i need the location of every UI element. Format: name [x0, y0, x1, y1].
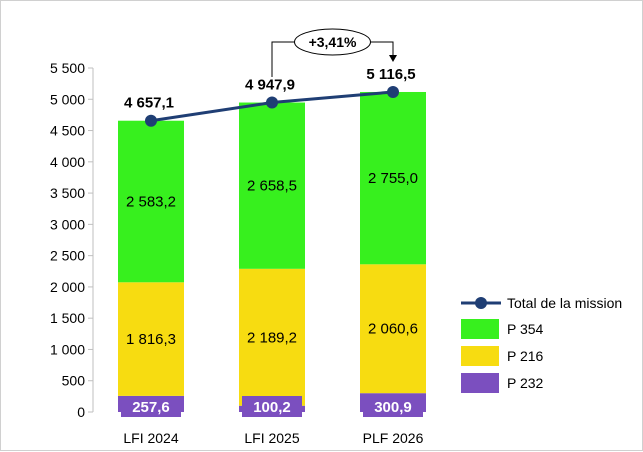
- p232-label-box: [363, 396, 423, 417]
- growth-arrowhead: [389, 55, 397, 62]
- growth-annotation: +3,41%: [309, 34, 357, 50]
- bar-segment-p-216: [118, 282, 184, 396]
- x-category-label: LFI 2025: [244, 430, 299, 446]
- growth-ellipse: [294, 28, 371, 56]
- total-label: 4 947,9: [245, 77, 295, 94]
- total-label: 4 657,1: [124, 95, 174, 112]
- legend-swatch: [461, 319, 499, 339]
- total-label: 5 116,5: [366, 66, 415, 83]
- p232-label-box: [242, 396, 302, 417]
- x-category-label: PLF 2026: [363, 430, 424, 446]
- data-label-p232: 300,9: [374, 399, 412, 416]
- legend-marker-swatch: [475, 297, 487, 309]
- y-tick-label: 1 000: [50, 341, 85, 357]
- data-label: 2 189,2: [247, 329, 297, 346]
- data-label: 2 060,6: [368, 321, 418, 338]
- data-label-p232: 100,2: [253, 399, 291, 416]
- legend-label: P 354: [507, 321, 544, 337]
- total-marker: [266, 96, 278, 109]
- y-tick-label: 2 000: [50, 279, 85, 295]
- legend-label: P 232: [507, 375, 544, 391]
- y-tick-label: 0: [77, 404, 85, 420]
- total-marker: [387, 85, 399, 98]
- bar-segment-p-354: [239, 102, 305, 269]
- legend-label: P 216: [507, 348, 544, 364]
- y-tick-label: 1 500: [50, 310, 85, 326]
- bar-segment-p-354: [360, 91, 426, 265]
- legend-label: Total de la mission: [507, 295, 622, 311]
- bar-segment-p-216: [239, 268, 305, 406]
- y-tick-label: 4 500: [50, 123, 85, 139]
- y-tick-label: 3 000: [50, 216, 85, 232]
- bar-segment-p-216: [360, 264, 426, 394]
- y-tick-label: 5 000: [50, 91, 85, 107]
- legend-swatch: [461, 373, 499, 393]
- data-label: 2 755,0: [368, 170, 418, 187]
- data-label: 1 816,3: [126, 331, 176, 348]
- x-category-label: LFI 2024: [123, 430, 178, 446]
- y-tick-label: 5 500: [50, 60, 85, 76]
- y-tick-label: 500: [62, 373, 86, 389]
- data-label: 2 583,2: [126, 194, 176, 211]
- data-label-p232: 257,6: [132, 399, 170, 416]
- y-tick-label: 2 500: [50, 248, 85, 264]
- total-marker: [145, 114, 157, 127]
- y-tick-label: 3 500: [50, 185, 85, 201]
- y-tick-label: 4 000: [50, 154, 85, 170]
- data-label: 2 658,5: [247, 178, 297, 195]
- p232-label-box: [121, 396, 181, 417]
- legend-swatch: [461, 346, 499, 366]
- bar-segment-p-354: [118, 120, 184, 283]
